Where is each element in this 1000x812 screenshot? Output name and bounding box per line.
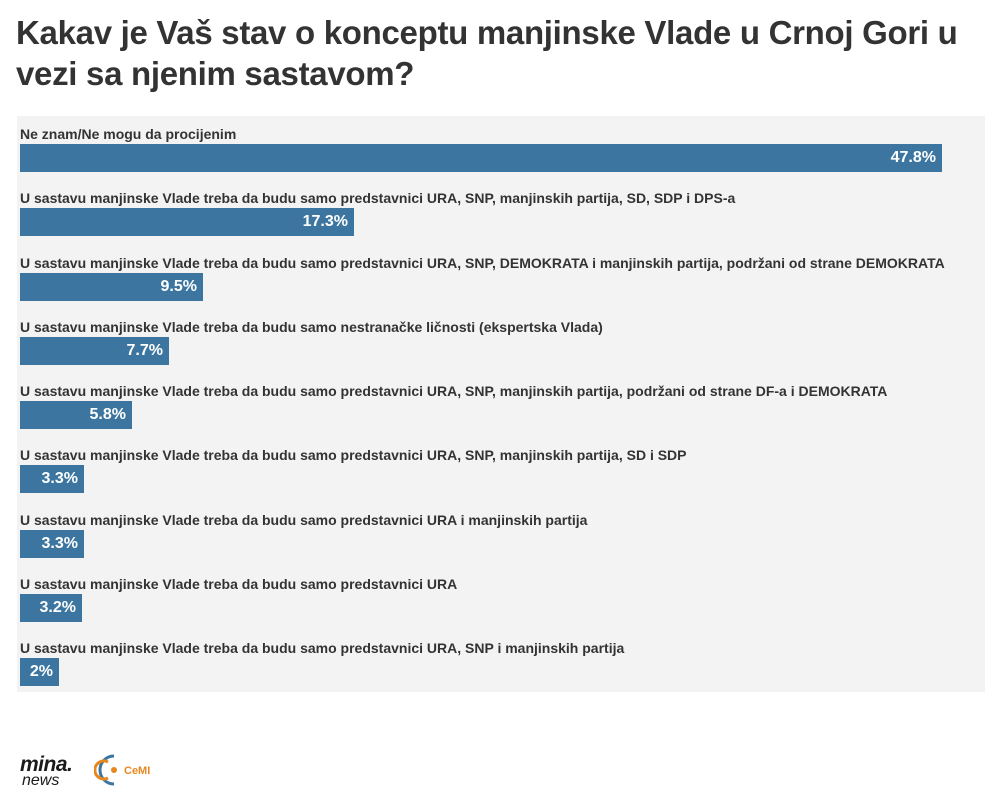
bar-value-label: 2%: [29, 663, 53, 680]
bar-row: U sastavu manjinske Vlade treba da budu …: [20, 309, 980, 373]
bar: 47.8%: [20, 144, 942, 172]
bar-value-label: 7.7%: [126, 341, 163, 359]
bar-row: U sastavu manjinske Vlade treba da budu …: [20, 373, 980, 437]
bar-row: U sastavu manjinske Vlade treba da budu …: [20, 180, 980, 244]
bar-category-label: U sastavu manjinske Vlade treba da budu …: [20, 640, 625, 656]
bar-row: U sastavu manjinske Vlade treba da budu …: [20, 437, 980, 501]
bar-row: U sastavu manjinske Vlade treba da budu …: [20, 630, 980, 694]
news-logo: news: [22, 772, 60, 789]
bar-value-label: 47.8%: [890, 149, 936, 166]
bar-category-label: U sastavu manjinske Vlade treba da budu …: [20, 254, 945, 271]
bar-category-label: U sastavu manjinske Vlade treba da budu …: [20, 318, 603, 335]
bar: 3.3%: [20, 529, 84, 558]
bar-row: U sastavu manjinske Vlade treba da budu …: [20, 566, 980, 630]
bar: 9.5%: [20, 272, 203, 301]
cemi-logo: CeMI: [94, 754, 150, 786]
bar-value-label: 17.3%: [302, 213, 348, 231]
bar-category-label: U sastavu manjinske Vlade treba da budu …: [20, 190, 736, 207]
bar-category-label: Ne znam/Ne mogu da procijenim: [20, 126, 237, 142]
bar-value-label: 9.5%: [160, 277, 197, 295]
bar-row: Ne znam/Ne mogu da procijenim 47.8%: [20, 116, 980, 180]
bar-category-label: U sastavu manjinske Vlade treba da budu …: [20, 575, 458, 592]
bar: 5.8%: [20, 401, 132, 429]
bar-category-label: U sastavu manjinske Vlade treba da budu …: [20, 447, 687, 464]
bar-value-label: 3.3%: [41, 470, 78, 488]
bar-value-label: 3.3%: [41, 534, 78, 552]
chart-panel: Ne znam/Ne mogu da procijenim 47.8% U sast…: [17, 116, 985, 692]
bar-value-label: 5.8%: [89, 406, 126, 423]
bar: 17.3%: [20, 208, 354, 237]
bar-category-label: U sastavu manjinske Vlade treba da budu …: [20, 383, 888, 399]
bar-row: U sastavu manjinske Vlade treba da budu …: [20, 502, 980, 566]
footer-logos: mina. news CeMI: [18, 752, 218, 792]
chart-title: Kakav je Vaš stav o konceptu manjinske V…: [16, 14, 958, 92]
bar-row: U sastavu manjinske Vlade treba da budu …: [20, 245, 980, 309]
bar-value-label: 3.2%: [39, 598, 76, 616]
bar: 3.2%: [20, 593, 82, 622]
bar: 7.7%: [20, 336, 169, 365]
cemi-logo-text: CeMI: [124, 765, 150, 777]
bar: 3.3%: [20, 465, 84, 494]
bar-category-label: U sastavu manjinske Vlade treba da budu …: [20, 511, 588, 528]
mina-logo: mina.: [20, 753, 73, 776]
bar: 2%: [20, 658, 59, 686]
